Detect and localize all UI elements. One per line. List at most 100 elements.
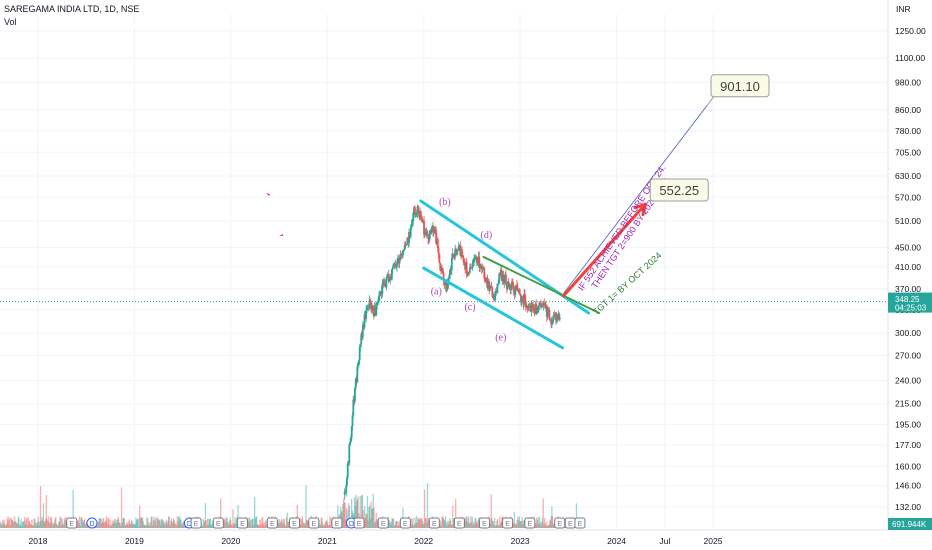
candle-body [455,248,457,253]
earnings-marker[interactable] [353,517,365,529]
candle-body [461,249,463,256]
target-arrow-head [633,202,647,217]
volume-bar [465,521,467,528]
volume-bar [115,522,118,528]
dividend-marker[interactable] [86,517,98,529]
candle-body [358,360,360,366]
candle-body [462,257,465,262]
candle-body [423,220,425,235]
candle-body [530,304,533,312]
y-tick-label: 300.00 [895,328,921,338]
target-arrow[interactable] [562,202,647,298]
candle-body [456,250,459,252]
projection-line[interactable] [563,104,708,294]
volume-bar [363,505,366,528]
volume-bar [208,519,210,528]
volume-bar [81,519,84,528]
volume-bar [470,522,473,528]
earnings-marker[interactable] [554,517,566,529]
volume-bar [135,517,137,528]
candle-body [369,299,372,303]
earnings-marker[interactable] [399,517,411,529]
earnings-marker[interactable] [453,517,465,529]
volume-bar [575,503,578,528]
earnings-marker[interactable] [266,517,278,529]
callout-box[interactable] [649,178,709,202]
candle-body [366,308,368,311]
earnings-marker[interactable] [502,517,514,529]
earnings-marker[interactable] [212,517,224,529]
earnings-marker-label: E [357,521,362,528]
earnings-marker[interactable] [190,517,202,529]
earnings-marker[interactable] [377,517,389,529]
volume-bar [43,522,45,528]
earnings-marker[interactable] [331,517,343,529]
volume-bar [366,495,369,528]
volume-bar [464,517,466,528]
volume-bar [145,524,147,528]
volume-bar [478,516,480,528]
volume-bar [423,489,426,528]
volume-bar [497,525,500,528]
volume-bar [465,516,468,528]
candle-body [536,312,538,314]
last-price-tag[interactable] [888,292,932,313]
volume-bar [103,522,105,528]
volume-bar [543,524,545,528]
earnings-marker[interactable] [308,517,320,529]
volume-bar [251,518,254,528]
volume-bar [112,521,115,528]
volume-bar [0,523,2,528]
volume-bar [146,516,148,528]
volume-bar [56,524,58,528]
volume-bar [538,523,540,528]
volume-bar [147,524,149,528]
volume-bar [59,517,61,528]
candle-body [540,305,543,308]
earnings-marker[interactable] [236,517,248,529]
volume-bar [489,523,492,528]
candle-body [368,299,371,309]
volume-bar [495,524,497,528]
candle-body [545,305,548,317]
volume-bar [159,520,161,528]
candle-body [357,365,360,367]
earnings-marker[interactable] [289,517,300,529]
y-tick-label: 980.00 [895,78,921,88]
volume-bar [365,513,367,528]
volume-bar [337,505,339,528]
volume-bar [26,525,29,528]
earnings-marker[interactable] [428,517,440,529]
grid [0,14,888,528]
trendline[interactable] [482,255,601,314]
volume-bar [207,524,210,528]
volume-bar [63,518,66,528]
volume-bar [416,516,418,528]
countdown-label: 04:25:03 [895,304,927,313]
channel-lower-line[interactable] [422,266,565,350]
volume-bar [1,521,3,528]
volume-bar [449,517,451,528]
volume-bar [120,487,123,528]
candle-body [383,281,385,285]
earnings-marker[interactable] [574,517,586,529]
volume-bar [35,525,37,528]
earnings-marker[interactable] [478,517,490,529]
candle-body [551,319,554,322]
volume-bar [201,525,204,528]
volume-bar [159,524,162,528]
volume-bar [547,525,549,528]
candle-body [394,263,397,266]
volume-tag[interactable] [888,518,932,530]
volume-bar [48,522,50,528]
candle-body [428,230,431,240]
earnings-marker[interactable] [524,517,536,529]
volume-bar [34,518,36,528]
volume-bar [233,524,235,528]
volume-bar [306,520,308,528]
earnings-marker[interactable] [66,517,78,529]
callout-box[interactable] [710,74,770,98]
volume-bar [472,524,474,528]
candle-body [503,276,506,284]
